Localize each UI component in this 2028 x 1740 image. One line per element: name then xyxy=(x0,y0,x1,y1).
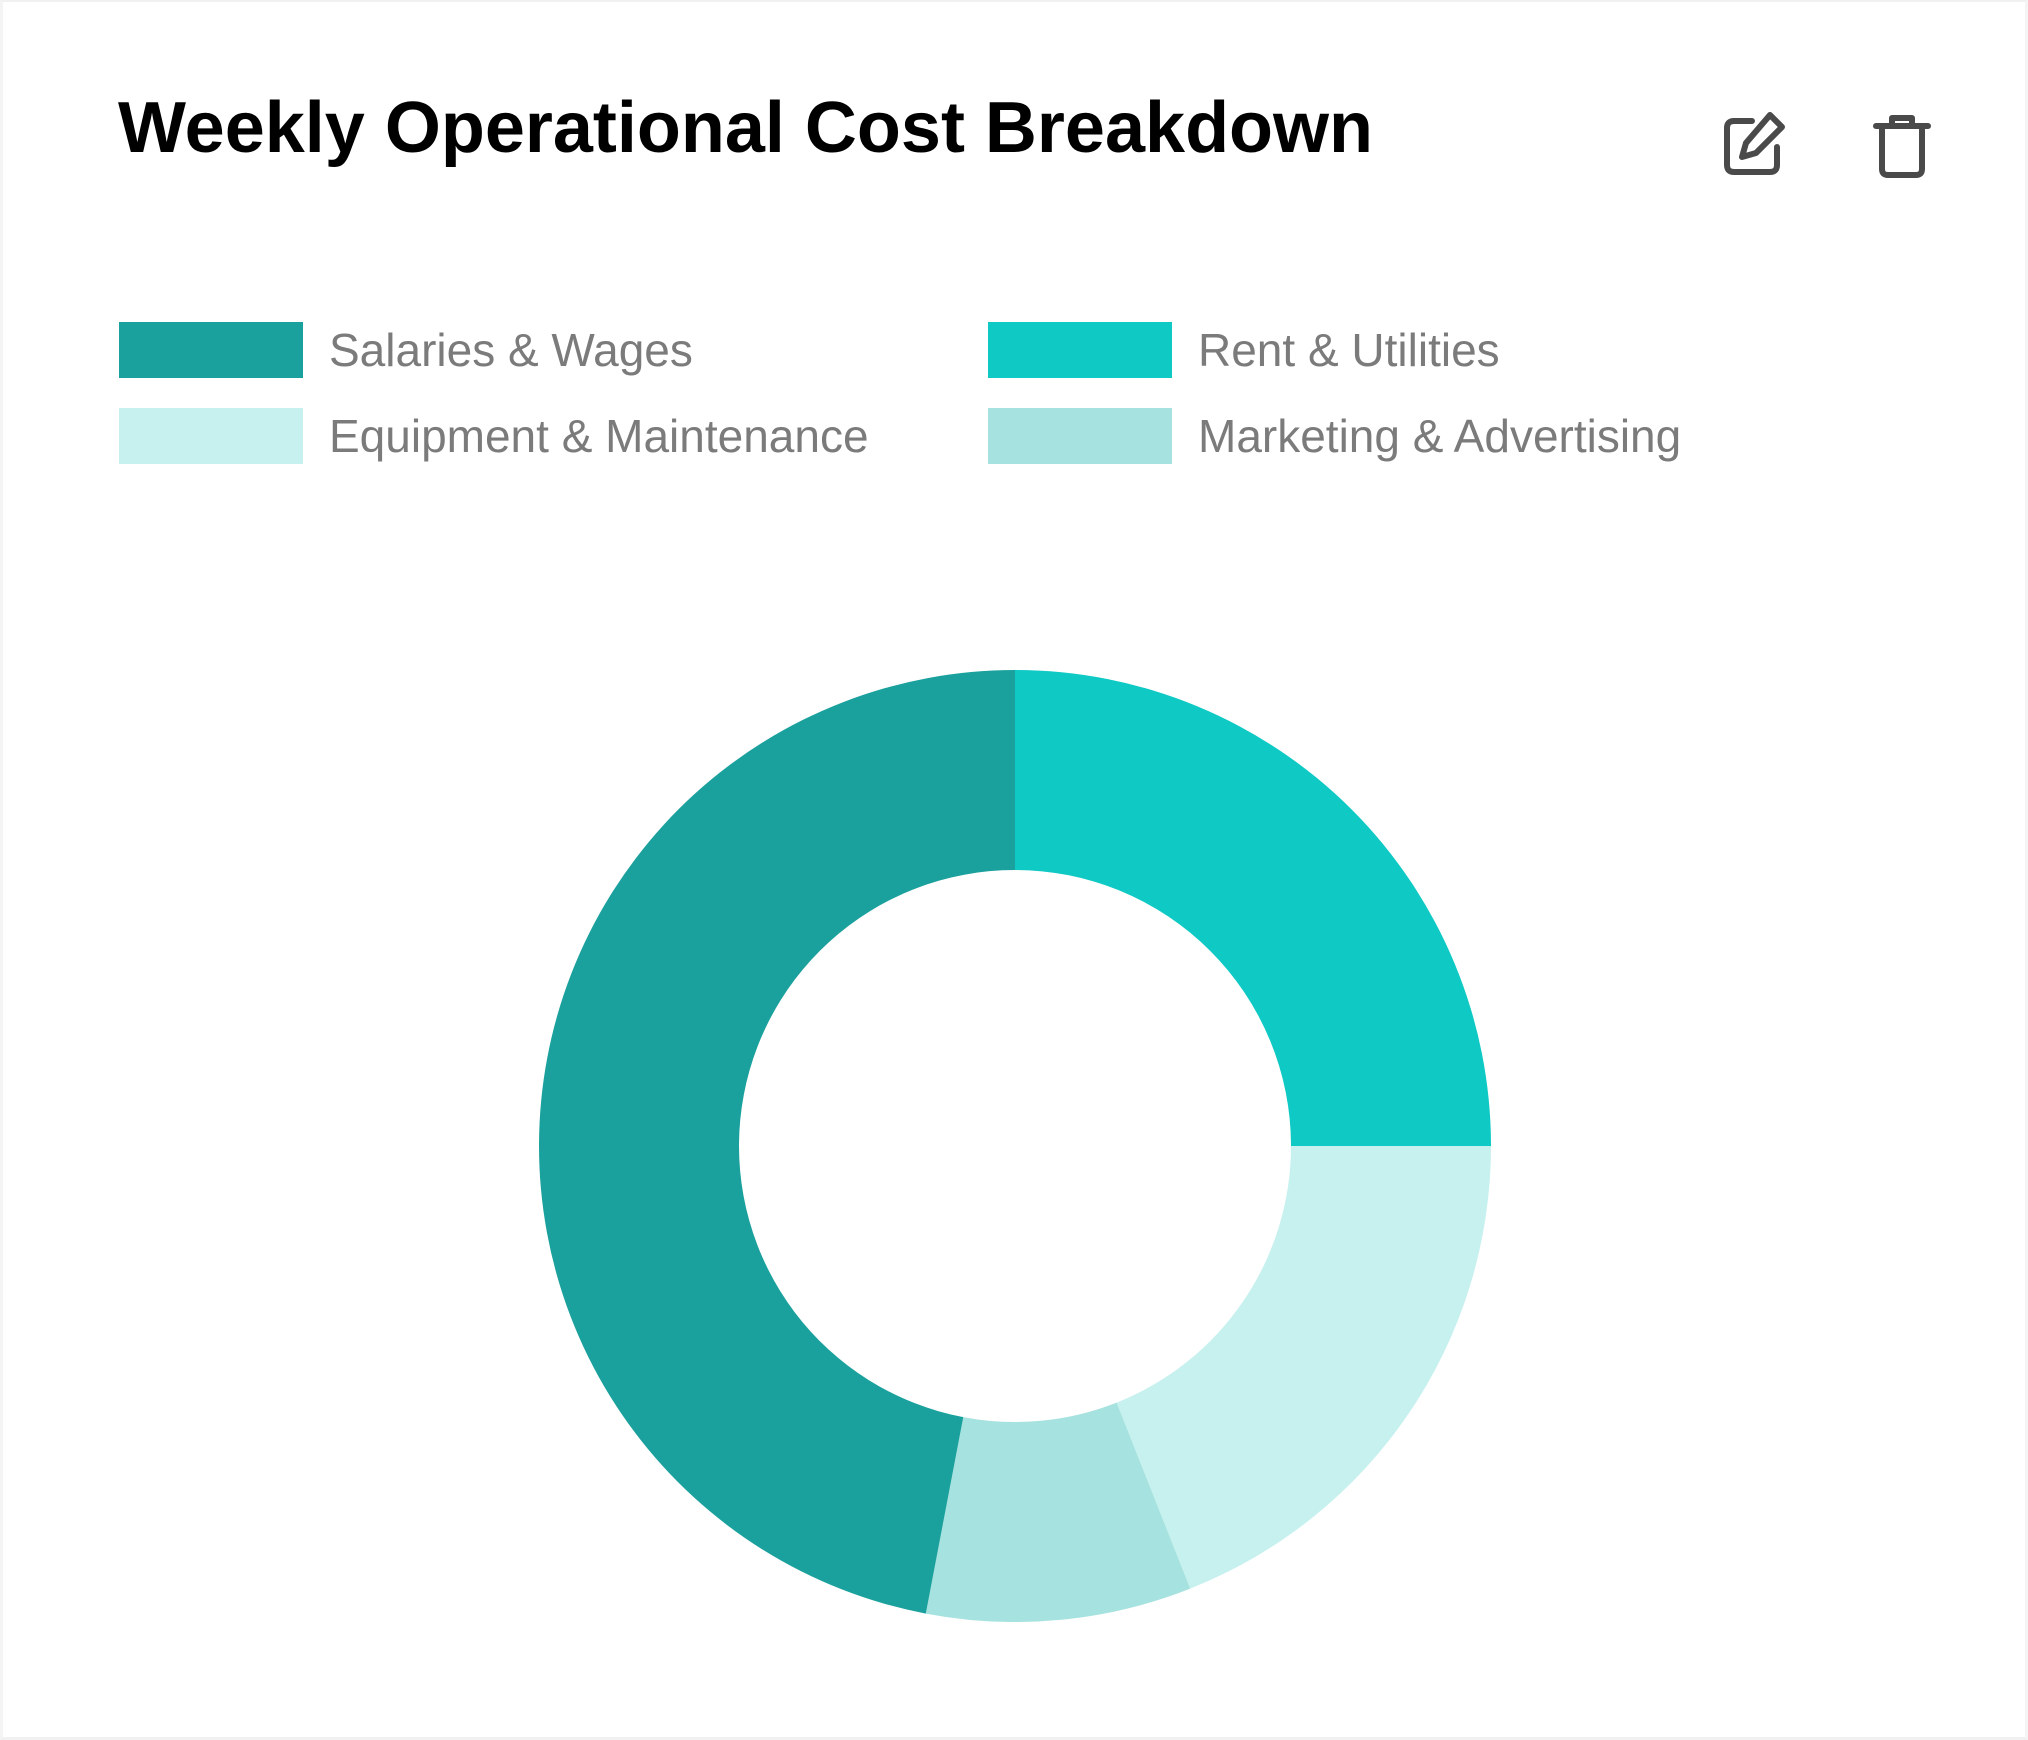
legend-item-salaries[interactable]: Salaries & Wages xyxy=(119,320,693,380)
donut-chart xyxy=(539,670,1491,1622)
trash-icon xyxy=(1873,115,1931,178)
legend-swatch xyxy=(119,322,303,378)
legend-label: Equipment & Maintenance xyxy=(329,410,869,462)
legend-swatch xyxy=(988,322,1172,378)
legend-swatch xyxy=(119,408,303,464)
donut-slice-rent-utilities[interactable] xyxy=(1015,670,1491,1146)
legend-swatch xyxy=(988,408,1172,464)
card-title: Weekly Operational Cost Breakdown xyxy=(118,88,1374,168)
donut-slice-salaries-wages[interactable] xyxy=(539,670,1015,1614)
legend-label: Salaries & Wages xyxy=(329,324,693,376)
legend-label: Rent & Utilities xyxy=(1198,324,1500,376)
edit-button[interactable] xyxy=(1709,100,1799,190)
legend-label: Marketing & Advertising xyxy=(1198,410,1682,462)
chart-legend: Salaries & Wages Rent & Utilities Equipm… xyxy=(119,320,1879,480)
donut-slice-marketing-advertising[interactable] xyxy=(925,1402,1191,1622)
edit-icon xyxy=(1724,112,1785,175)
donut-slice-equipment-maintenance[interactable] xyxy=(1116,1146,1491,1589)
delete-button[interactable] xyxy=(1857,100,1947,190)
legend-item-marketing[interactable]: Marketing & Advertising xyxy=(988,406,1681,466)
legend-item-equipment[interactable]: Equipment & Maintenance xyxy=(119,406,869,466)
legend-item-rent[interactable]: Rent & Utilities xyxy=(988,320,1500,380)
